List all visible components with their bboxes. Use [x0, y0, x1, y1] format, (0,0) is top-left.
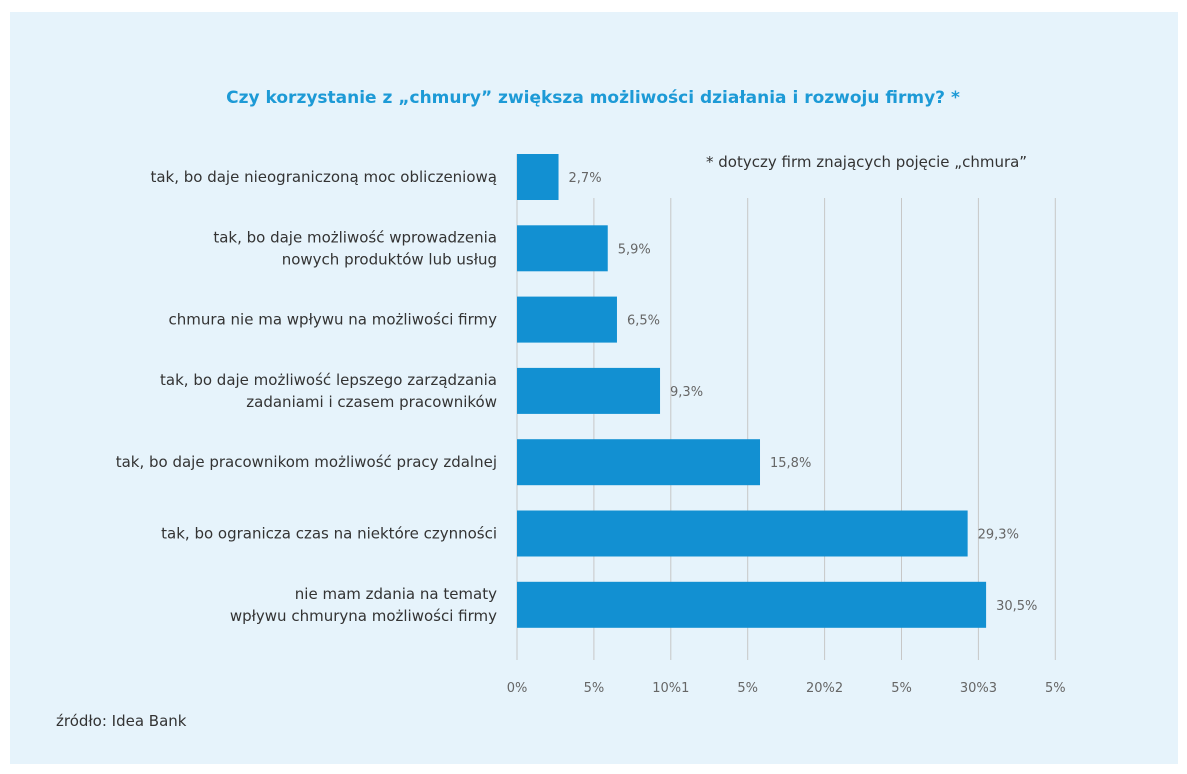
chart-note: * dotyczy firm znających pojęcie „chmura…	[706, 153, 1027, 171]
value-label: 30,5%	[996, 599, 1037, 614]
x-tick-label: 10%1	[652, 681, 689, 696]
x-tick-label: 30%3	[960, 681, 997, 696]
value-label: 2,7%	[569, 171, 602, 186]
value-label: 29,3%	[978, 528, 1019, 543]
value-label: 15,8%	[770, 456, 811, 471]
bar	[517, 367, 661, 414]
x-tick-label: 5%	[1045, 681, 1066, 696]
x-tick-label: 5%	[891, 681, 912, 696]
value-label: 5,9%	[618, 242, 651, 257]
x-tick-label: 5%	[584, 681, 605, 696]
chart-panel: Czy korzystanie z „chmury” zwiększa możl…	[10, 12, 1178, 764]
category-label: nie mam zdania na tematy wpływu chmuryna …	[230, 585, 497, 625]
bar	[517, 581, 987, 628]
category-label: chmura nie ma wpływu na możliwości firmy	[169, 311, 498, 329]
bar	[517, 154, 559, 200]
value-label: 6,5%	[627, 314, 660, 329]
category-label: tak, bo daje możliwość lepszego zarządza…	[160, 371, 497, 411]
x-tick-label: 0%	[507, 681, 528, 696]
chart: Czy korzystanie z „chmury” zwiększa możl…	[56, 88, 1066, 730]
source-label: źródło: Idea Bank	[56, 712, 187, 730]
category-label: tak, bo daje możliwość wprowadzenia nowyc…	[213, 228, 497, 268]
category-label: tak, bo ogranicza czas na niektóre czynn…	[161, 525, 497, 543]
bar	[517, 296, 617, 343]
chart-title: Czy korzystanie z „chmury” zwiększa możl…	[226, 88, 960, 108]
category-label: tak, bo daje pracownikom możliwość pracy…	[116, 453, 497, 471]
x-tick-label: 5%	[737, 681, 758, 696]
x-tick-label: 20%2	[806, 681, 843, 696]
bar	[517, 510, 968, 557]
bar	[517, 225, 608, 272]
bar	[517, 439, 761, 486]
category-label: tak, bo daje nieograniczoną moc obliczen…	[150, 168, 497, 186]
value-label: 9,3%	[670, 385, 703, 400]
